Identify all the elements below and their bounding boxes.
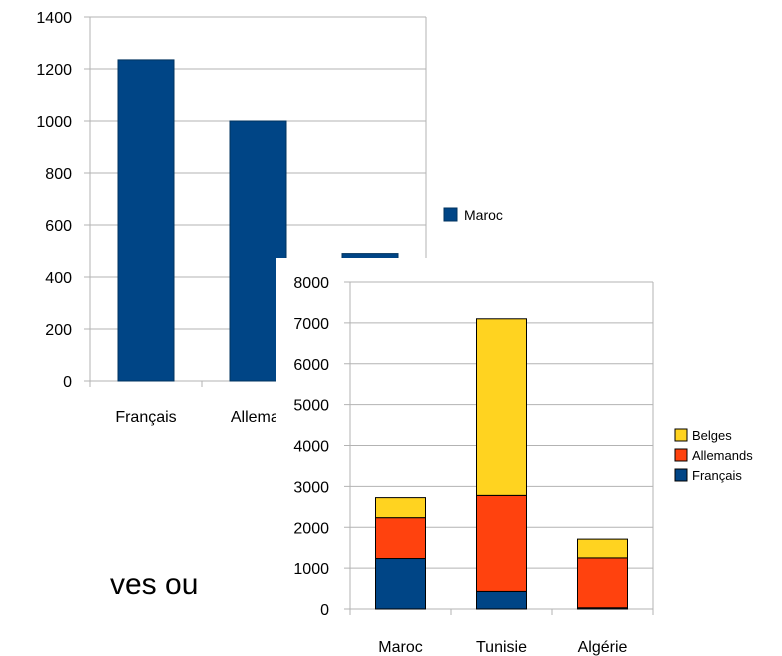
bar-francais <box>375 558 426 610</box>
y-tick-label: 400 <box>45 270 72 287</box>
y-tick-label: 600 <box>45 218 72 235</box>
x-tick-label: Tunisie <box>476 639 527 656</box>
bar-allemands <box>476 494 527 592</box>
y-tick-label: 0 <box>320 602 329 619</box>
y-tick-label: 800 <box>45 166 72 183</box>
bar-allemands <box>375 517 426 560</box>
y-tick-label: 1000 <box>293 561 329 578</box>
legend-label-belges: Belges <box>692 428 732 443</box>
legend-swatch-maroc <box>443 207 458 222</box>
bar-belges <box>476 318 527 496</box>
bar-belges <box>375 497 426 519</box>
y-tick-label: 1200 <box>36 62 72 79</box>
legend-label-allemands: Allemands <box>692 448 753 463</box>
legend-label-francais: Français <box>692 468 742 483</box>
y-tick-label: 5000 <box>293 398 329 415</box>
y-tick-label: 2000 <box>293 520 329 537</box>
bar-allemands <box>577 557 628 609</box>
legend-swatch-francais <box>674 468 688 482</box>
bar-maroc <box>117 59 175 382</box>
y-tick-label: 1000 <box>36 114 72 131</box>
x-tick-label: Allemar <box>231 409 286 426</box>
y-tick-label: 3000 <box>293 479 329 496</box>
y-tick-label: 6000 <box>293 357 329 374</box>
x-tick-label: Français <box>115 409 176 426</box>
chart-2-background <box>276 258 782 656</box>
legend-label-maroc: Maroc <box>464 207 503 223</box>
x-tick-label: Algérie <box>578 639 628 656</box>
x-tick-label: Maroc <box>378 639 422 656</box>
y-tick-label: 4000 <box>293 439 329 456</box>
slide-text-fragment: ves ou <box>110 568 198 601</box>
y-tick-label: 200 <box>45 322 72 339</box>
y-tick-label: 7000 <box>293 316 329 333</box>
bar-belges <box>577 538 628 559</box>
legend-swatch-allemands <box>674 448 688 462</box>
chart-2-stacked: 0 1000 2000 3000 4000 5000 6000 7000 8000 Maroc Tu… <box>276 258 782 656</box>
y-tick-label: 0 <box>63 374 72 391</box>
y-tick-label: 8000 <box>293 275 329 292</box>
bar-francais <box>476 590 527 610</box>
y-tick-label: 1400 <box>36 10 72 27</box>
legend-swatch-belges <box>674 428 688 442</box>
